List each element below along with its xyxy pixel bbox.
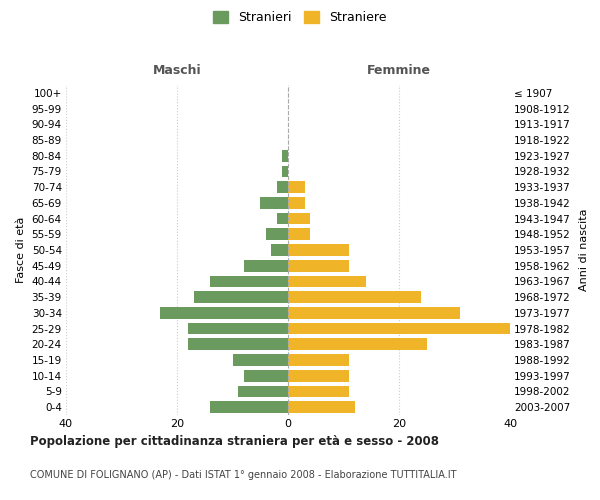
Bar <box>266 228 288 240</box>
Bar <box>288 244 349 256</box>
Legend: Stranieri, Straniere: Stranieri, Straniere <box>208 6 392 29</box>
Text: Femmine: Femmine <box>367 64 431 78</box>
Bar <box>210 401 288 413</box>
Bar <box>233 354 288 366</box>
Bar <box>244 370 288 382</box>
Bar <box>288 260 349 272</box>
Bar <box>260 197 288 208</box>
Bar <box>288 354 349 366</box>
Bar <box>288 181 305 193</box>
Y-axis label: Anni di nascita: Anni di nascita <box>579 208 589 291</box>
Bar <box>238 386 288 398</box>
Bar <box>288 386 349 398</box>
Bar <box>288 370 349 382</box>
Bar <box>288 307 460 319</box>
Bar <box>244 260 288 272</box>
Bar <box>271 244 288 256</box>
Bar <box>283 150 288 162</box>
Bar <box>288 401 355 413</box>
Bar <box>188 322 288 334</box>
Bar <box>210 276 288 287</box>
Bar <box>194 291 288 303</box>
Bar <box>277 181 288 193</box>
Bar <box>288 322 510 334</box>
Bar <box>288 276 366 287</box>
Bar <box>283 166 288 177</box>
Bar <box>288 338 427 350</box>
Text: COMUNE DI FOLIGNANO (AP) - Dati ISTAT 1° gennaio 2008 - Elaborazione TUTTITALIA.: COMUNE DI FOLIGNANO (AP) - Dati ISTAT 1°… <box>30 470 457 480</box>
Bar <box>288 228 310 240</box>
Y-axis label: Fasce di età: Fasce di età <box>16 217 26 283</box>
Bar <box>277 212 288 224</box>
Text: Popolazione per cittadinanza straniera per età e sesso - 2008: Popolazione per cittadinanza straniera p… <box>30 435 439 448</box>
Text: Maschi: Maschi <box>152 64 202 78</box>
Bar <box>288 291 421 303</box>
Bar <box>288 212 310 224</box>
Bar <box>288 197 305 208</box>
Bar <box>160 307 288 319</box>
Bar <box>188 338 288 350</box>
